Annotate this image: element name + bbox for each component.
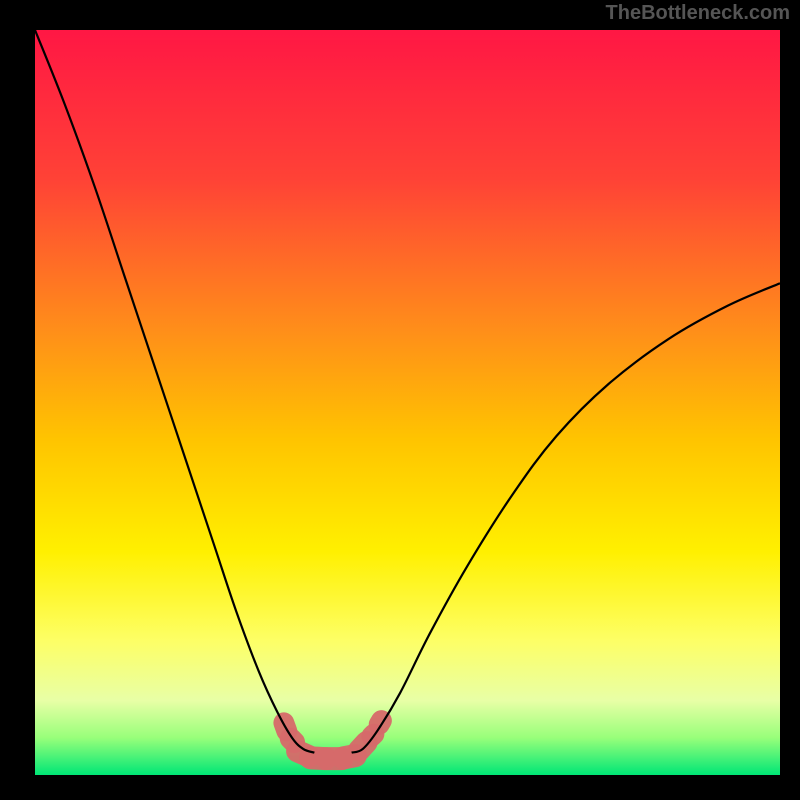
gradient-bg — [35, 30, 780, 775]
plot-area — [35, 30, 780, 775]
watermark-text: TheBottleneck.com — [606, 2, 790, 25]
chart-frame: TheBottleneck.com — [0, 0, 800, 800]
chart-svg — [35, 30, 780, 775]
